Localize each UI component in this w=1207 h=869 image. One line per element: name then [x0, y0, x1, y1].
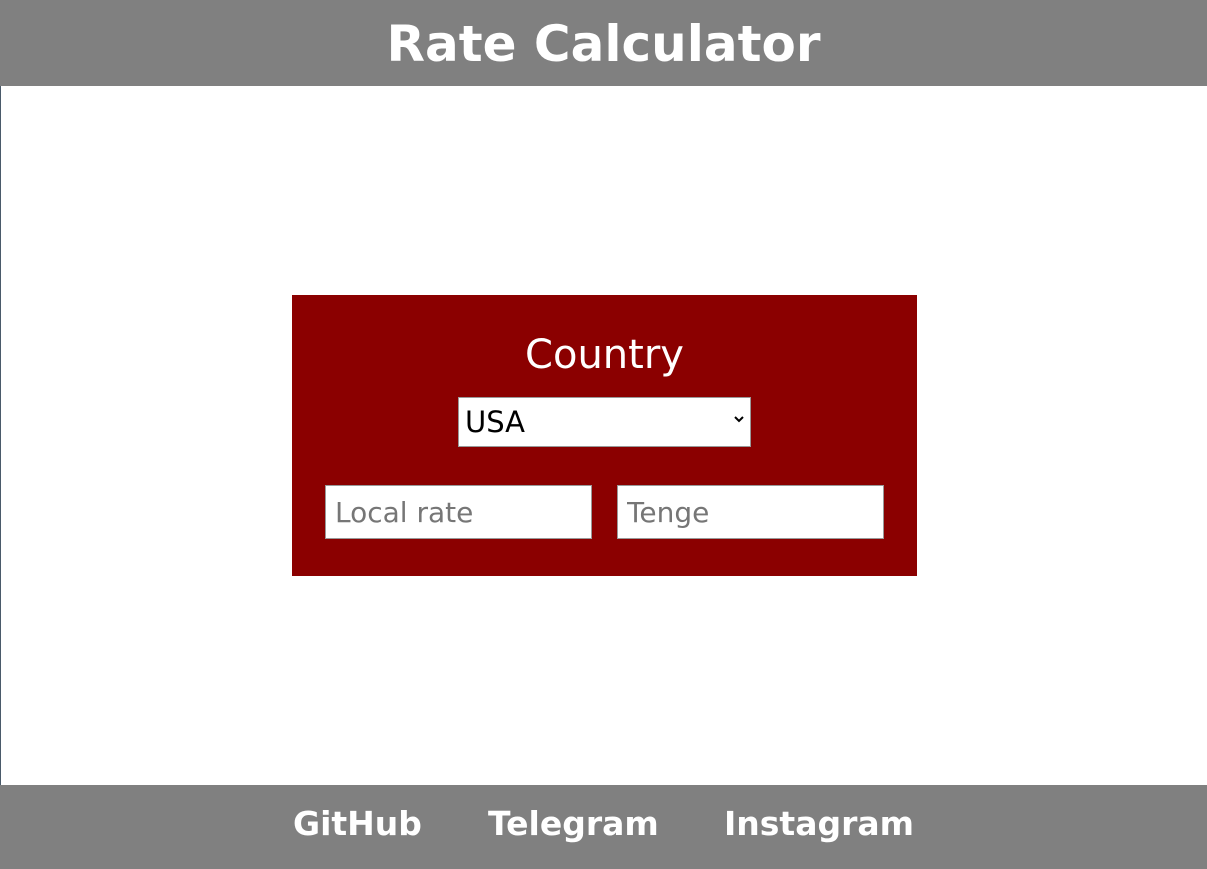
converter-card: Country USA	[292, 295, 917, 576]
country-select[interactable]: USA	[458, 397, 751, 447]
tenge-input[interactable]	[617, 485, 884, 539]
country-select-wrapper[interactable]: USA	[458, 397, 751, 447]
local-rate-input[interactable]	[325, 485, 592, 539]
github-link[interactable]: GitHub	[293, 804, 422, 843]
telegram-link[interactable]: Telegram	[488, 804, 659, 843]
page-left-border	[0, 0, 1, 869]
page-title: Rate Calculator	[386, 15, 821, 73]
country-label: Country	[525, 332, 684, 378]
site-footer: GitHub Telegram Instagram	[0, 785, 1207, 869]
instagram-link[interactable]: Instagram	[724, 804, 915, 843]
site-header: Rate Calculator	[0, 0, 1207, 86]
